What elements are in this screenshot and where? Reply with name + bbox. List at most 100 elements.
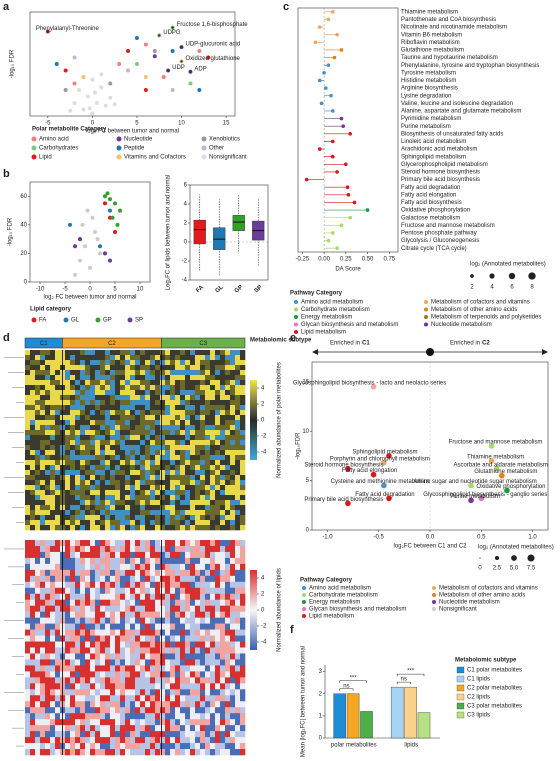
heatmap-cell bbox=[135, 599, 141, 606]
heatmap-cell bbox=[120, 480, 126, 486]
heatmap-cell bbox=[75, 520, 81, 526]
heatmap-cell bbox=[205, 435, 211, 441]
heatmap-cell bbox=[170, 380, 176, 386]
heatmap-cell bbox=[240, 713, 246, 720]
heatmap-cell bbox=[240, 440, 246, 446]
heatmap-cell bbox=[185, 455, 191, 461]
heatmap-cell bbox=[130, 629, 136, 636]
heatmap-cell bbox=[50, 695, 56, 702]
heatmap-cell bbox=[210, 540, 216, 547]
heatmap-cell bbox=[230, 563, 236, 571]
heatmap-cell bbox=[75, 731, 81, 738]
legend-label: C3 lipids bbox=[467, 713, 490, 719]
heatmap-cell bbox=[50, 410, 56, 416]
heatmap-cell bbox=[230, 470, 236, 476]
heatmap-cell bbox=[145, 719, 151, 726]
heatmap-cell bbox=[190, 445, 196, 451]
heatmap-cell bbox=[100, 683, 106, 690]
heatmap-cell bbox=[95, 515, 101, 521]
heatmap-cell bbox=[120, 689, 126, 696]
heatmap-cell bbox=[70, 375, 76, 381]
heatmap-cell bbox=[95, 641, 101, 648]
heatmap-cell bbox=[200, 380, 206, 386]
heatmap-cell bbox=[160, 563, 166, 571]
legend-label: Carbohydrate metabolism bbox=[309, 593, 378, 599]
heatmap-cell bbox=[240, 671, 246, 678]
heatmap-cell bbox=[125, 683, 131, 690]
heatmap-cell bbox=[215, 395, 221, 401]
heatmap-cell bbox=[170, 415, 176, 421]
heatmap-cell bbox=[210, 525, 216, 531]
heatmap-cell bbox=[180, 410, 186, 416]
heatmap-cell bbox=[190, 725, 196, 732]
heatmap-cell bbox=[180, 599, 186, 606]
heatmap-cell bbox=[165, 695, 171, 702]
heatmap-cell bbox=[65, 385, 71, 391]
heatmap-cell bbox=[105, 435, 111, 441]
heatmap-cell bbox=[230, 689, 236, 696]
heatmap-cell bbox=[165, 659, 171, 666]
heatmap-cell bbox=[130, 540, 136, 547]
heatmap-cell bbox=[195, 480, 201, 486]
heatmap-cell bbox=[135, 659, 141, 666]
heatmap-cell bbox=[195, 385, 201, 391]
heatmap-cell bbox=[70, 707, 76, 714]
heatmap-cell bbox=[150, 575, 156, 583]
heatmap-cell bbox=[75, 599, 81, 606]
heatmap-cell bbox=[100, 395, 106, 401]
heatmap-cell bbox=[120, 370, 126, 376]
legend-label: C1 lipids bbox=[467, 677, 490, 683]
heatmap-cell bbox=[95, 623, 101, 630]
data-point bbox=[108, 95, 113, 100]
heatmap-cell bbox=[185, 405, 191, 411]
heatmap-cell bbox=[25, 395, 31, 401]
bar bbox=[360, 711, 373, 739]
heatmap-cell bbox=[145, 647, 151, 654]
subtype-bar bbox=[161, 337, 246, 349]
heatmap-cell bbox=[195, 677, 201, 684]
heatmap-cell bbox=[65, 480, 71, 486]
heatmap-cell bbox=[225, 743, 231, 750]
heatmap-cell bbox=[200, 659, 206, 666]
heatmap-cell bbox=[140, 743, 146, 750]
heatmap-cell bbox=[100, 617, 106, 624]
heatmap-cell bbox=[85, 425, 91, 431]
heatmap-cell bbox=[55, 587, 61, 595]
heatmap-cell bbox=[215, 430, 221, 436]
heatmap-cell bbox=[215, 485, 221, 491]
heatmap-cell bbox=[190, 749, 196, 756]
heatmap-cell bbox=[200, 375, 206, 381]
heatmap-cell bbox=[200, 410, 206, 416]
heatmap-cell bbox=[140, 611, 146, 618]
heatmap-cell bbox=[90, 460, 96, 466]
heatmap-cell bbox=[150, 599, 156, 606]
heatmap-cell bbox=[205, 581, 211, 589]
heatmap-cell bbox=[235, 385, 241, 391]
heatmap-cell bbox=[145, 420, 151, 426]
heatmap-cell bbox=[240, 380, 246, 386]
x-tick-label: -0.25 bbox=[296, 257, 310, 263]
heatmap-cell bbox=[125, 545, 131, 553]
heatmap-cell bbox=[200, 480, 206, 486]
heatmap-cell bbox=[205, 617, 211, 624]
heatmap-cell bbox=[155, 400, 161, 406]
heatmap-cell bbox=[235, 587, 241, 595]
heatmap-cell bbox=[70, 677, 76, 684]
annotation: Phenylalanyl-Threonine bbox=[36, 26, 100, 32]
heatmap-cell bbox=[55, 385, 61, 391]
pathway-point bbox=[478, 495, 485, 502]
heatmap-cell bbox=[140, 380, 146, 386]
heatmap-cell bbox=[170, 725, 176, 732]
heatmap-cell bbox=[235, 689, 241, 696]
heatmap-cell bbox=[85, 647, 91, 654]
heatmap-cell bbox=[70, 719, 76, 726]
heatmap-cell bbox=[65, 707, 71, 714]
heatmap-cell bbox=[110, 465, 116, 471]
data-point bbox=[112, 102, 117, 107]
heatmap-cell bbox=[80, 647, 86, 654]
heatmap-cell bbox=[175, 380, 181, 386]
heatmap-cell bbox=[180, 605, 186, 612]
heatmap-cell bbox=[175, 425, 181, 431]
heatmap-cell bbox=[170, 445, 176, 451]
heatmap-cell bbox=[165, 365, 171, 371]
